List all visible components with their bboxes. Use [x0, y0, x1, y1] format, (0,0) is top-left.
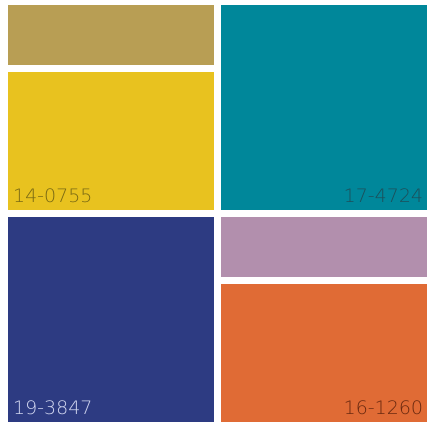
teal-swatch: 17-4724 — [221, 5, 427, 210]
orange-swatch: 16-1260 — [221, 284, 427, 422]
yellow-swatch-code: 14-0755 — [13, 185, 93, 207]
navy-swatch: 19-3847 — [8, 217, 214, 422]
orange-swatch-code: 16-1260 — [343, 397, 423, 419]
lilac-swatch — [221, 217, 427, 277]
olive-swatch — [8, 5, 214, 65]
yellow-swatch: 14-0755 — [8, 72, 214, 210]
teal-swatch-code: 17-4724 — [343, 185, 423, 207]
navy-swatch-code: 19-3847 — [13, 397, 93, 419]
